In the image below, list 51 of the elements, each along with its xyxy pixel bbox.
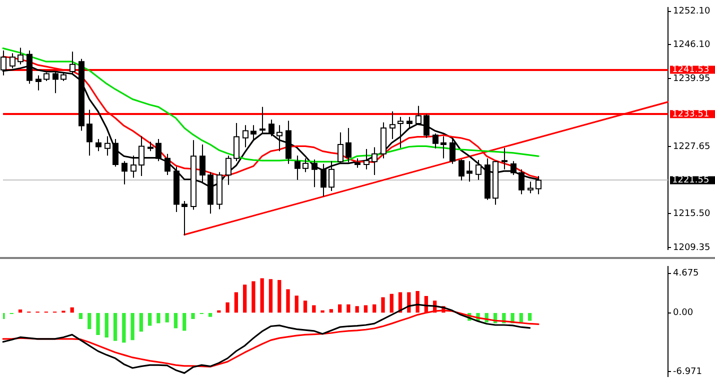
ref-line-label: 1241.53	[672, 65, 710, 76]
bar	[294, 296, 298, 313]
bar	[234, 292, 238, 313]
y-tick-label: -6.971	[673, 366, 702, 377]
bar	[260, 278, 264, 313]
bar	[346, 304, 350, 313]
bar	[312, 305, 316, 313]
y-tick-label: 1227.65	[673, 142, 710, 152]
bar	[381, 297, 385, 313]
y-tick-label: 1252.10	[673, 6, 710, 17]
y-tick-label: 0.00	[673, 308, 694, 318]
bar	[148, 312, 152, 326]
bar	[372, 304, 376, 313]
bar	[268, 279, 273, 313]
bar	[96, 312, 100, 336]
bar	[156, 312, 160, 324]
bar	[18, 309, 22, 313]
bar	[78, 312, 83, 320]
bar	[182, 312, 186, 331]
bar	[191, 312, 195, 320]
bar	[329, 309, 334, 313]
bar	[252, 281, 256, 313]
bar	[165, 312, 169, 322]
bar	[139, 312, 144, 332]
bar	[242, 284, 247, 313]
bar	[286, 289, 290, 313]
bar	[278, 280, 282, 313]
y-tick-label: 1239.95	[673, 74, 710, 84]
bar	[122, 312, 126, 343]
y-tick-label: 1209.35	[673, 243, 710, 254]
bar	[70, 307, 74, 313]
bar	[208, 312, 212, 317]
ref-line-label: 1221.55	[672, 176, 710, 186]
bar	[519, 312, 524, 322]
ref-line-label: 1233.51	[672, 109, 710, 120]
bar	[104, 312, 108, 338]
bar	[174, 312, 178, 328]
y-tick-label: 1246.10	[673, 40, 710, 50]
bar	[88, 312, 92, 330]
bar	[355, 306, 359, 313]
y-tick-label: 1215.50	[673, 209, 710, 219]
bar	[390, 294, 394, 313]
y-tick-label: 4.675	[673, 268, 699, 279]
bar	[320, 310, 324, 313]
bar	[113, 312, 118, 341]
bar	[130, 312, 134, 340]
bar	[226, 302, 230, 313]
bar	[303, 300, 308, 313]
bar	[528, 312, 532, 321]
bar	[364, 305, 368, 313]
bar	[338, 304, 342, 313]
